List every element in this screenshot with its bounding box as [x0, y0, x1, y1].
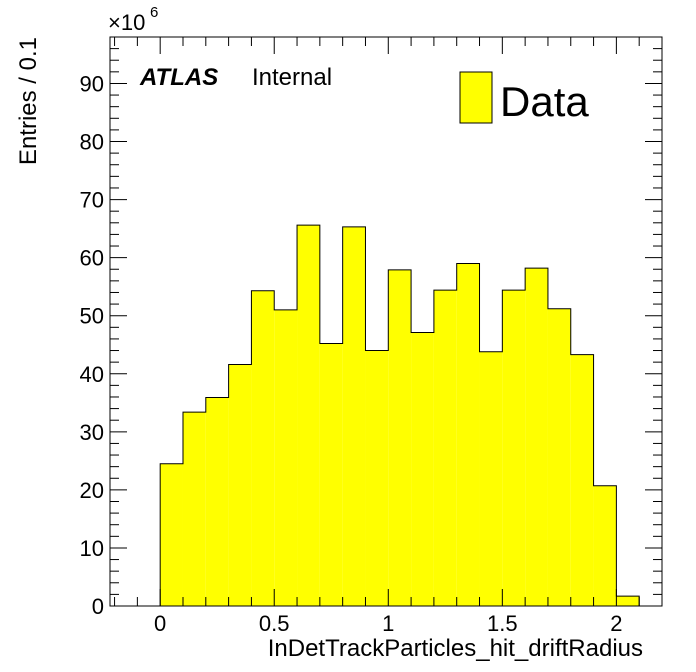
- y-axis-title: Entries / 0.1: [15, 37, 42, 165]
- histogram-bar: [388, 269, 412, 606]
- legend-swatch-data: [459, 71, 493, 124]
- histogram-bar: [365, 350, 389, 606]
- y-tick-label: 40: [80, 362, 104, 387]
- histogram-bar: [502, 290, 526, 606]
- x-tick-label: 1.5: [487, 611, 518, 636]
- histogram-bar: [228, 364, 252, 606]
- histogram-bar: [319, 343, 343, 606]
- atlas-label: ATLAS: [139, 64, 218, 91]
- y-tick-label: 60: [80, 246, 104, 271]
- histogram-bar: [570, 354, 594, 606]
- y-tick-label: 0: [92, 594, 104, 619]
- histogram-bar: [297, 225, 320, 606]
- histogram-bar: [411, 332, 434, 606]
- y-tick-label: 30: [80, 420, 104, 445]
- x-tick-label: 0.5: [259, 611, 290, 636]
- histogram-bar: [593, 485, 617, 606]
- histogram-bar: [251, 290, 275, 606]
- y-multiplier-exponent: 6: [150, 4, 158, 21]
- histogram-bar: [616, 596, 640, 606]
- y-tick-label: 20: [80, 478, 104, 503]
- histogram-bar: [456, 263, 480, 606]
- x-axis-title: InDetTrackParticles_hit_driftRadius: [268, 635, 643, 662]
- histogram-outline: [159, 224, 640, 606]
- histogram-bar: [525, 268, 548, 606]
- histogram-bar: [182, 412, 206, 606]
- legend-label-data: Data: [500, 78, 589, 125]
- y-tick-label: 10: [80, 536, 104, 561]
- y-tick-label: 90: [80, 71, 104, 96]
- histogram-bar: [205, 397, 229, 606]
- y-multiplier-label: ×10: [108, 10, 145, 35]
- histogram-bars: [159, 224, 640, 607]
- y-tick-label: 50: [80, 304, 104, 329]
- x-tick-label: 1: [382, 611, 394, 636]
- atlas-status-label: Internal: [252, 64, 332, 91]
- x-tick-label: 0: [154, 611, 166, 636]
- histogram-bar: [547, 308, 571, 606]
- histogram-bar: [433, 290, 457, 606]
- x-tick-label: 2: [610, 611, 622, 636]
- x-axis-ticks: 0 0.5 1 1.5 2: [114, 37, 663, 636]
- histogram-bar: [479, 351, 503, 606]
- histogram-bar: [342, 226, 366, 607]
- histogram-bar: [274, 309, 298, 606]
- y-axis-ticks: 0 10 20 30 40 50 60 70 80 90: [80, 36, 662, 619]
- histogram-bar: [160, 463, 183, 606]
- plot-frame: [109, 36, 663, 607]
- y-tick-label: 70: [80, 188, 104, 213]
- y-tick-label: 80: [80, 130, 104, 155]
